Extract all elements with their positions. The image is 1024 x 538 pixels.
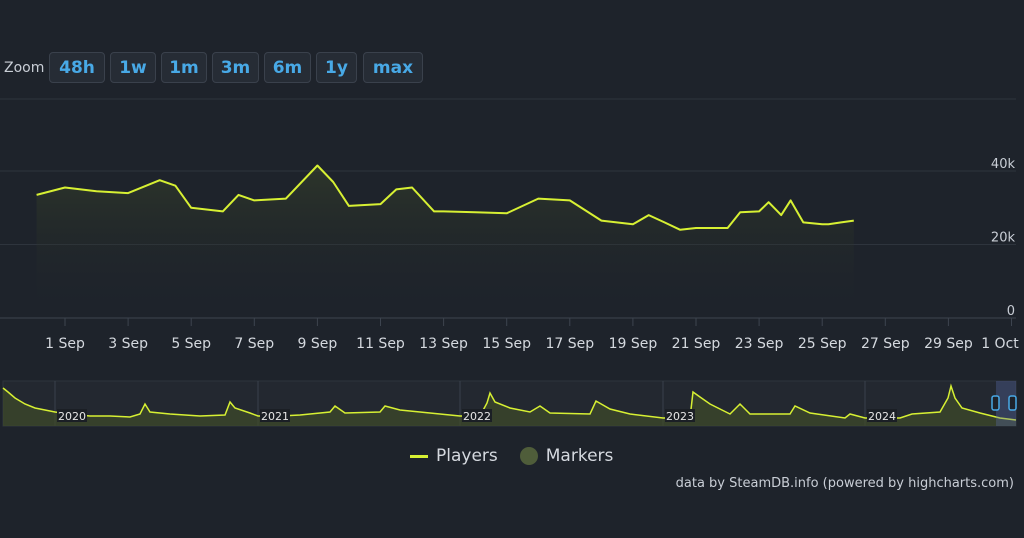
navigator-handle-left[interactable] xyxy=(991,395,1000,411)
x-tick-label: 15 Sep xyxy=(482,336,531,352)
x-tick-label: 17 Sep xyxy=(545,336,594,352)
navigator-year-label: 2020 xyxy=(58,410,86,423)
zoom-button-1w[interactable]: 1w xyxy=(110,52,156,83)
navigator-selection xyxy=(996,381,1016,426)
y-tick-label: 20k xyxy=(991,231,1016,246)
navigator: 2020 2021 2022 2023 2024 xyxy=(2,380,1017,427)
x-tick-label: 21 Sep xyxy=(672,336,721,352)
x-tick-label: 25 Sep xyxy=(798,336,847,352)
zoom-button-1y[interactable]: 1y xyxy=(316,52,357,83)
navigator-label-bg xyxy=(57,409,87,422)
navigator-label-bg xyxy=(260,409,290,422)
navigator-year-label: 2022 xyxy=(463,410,491,423)
zoom-button-48h[interactable]: 48h xyxy=(49,52,105,83)
credit-text[interactable]: data by SteamDB.info (powered by highcha… xyxy=(675,476,1014,491)
players-line-icon xyxy=(410,454,428,458)
x-tick-label: 13 Sep xyxy=(419,336,468,352)
navigator-handle-right[interactable] xyxy=(1008,395,1017,411)
zoom-button-1m[interactable]: 1m xyxy=(161,52,207,83)
x-tick-label: 11 Sep xyxy=(356,336,405,352)
y-tick-label: 40k xyxy=(991,157,1016,172)
navigator-year-label: 2023 xyxy=(666,410,694,423)
navigator-label-bg xyxy=(867,409,897,422)
legend-item-markers[interactable]: Markers xyxy=(519,446,614,466)
x-tick-label: 23 Sep xyxy=(735,336,784,352)
x-tick-label: 5 Sep xyxy=(171,336,211,352)
navigator-label-bg xyxy=(665,409,695,422)
y-tick-label: 0 xyxy=(1007,304,1015,319)
x-axis-ticks: 1 Sep 3 Sep 5 Sep 7 Sep 9 Sep 11 Sep 13 Sep 15 … xyxy=(45,318,1019,352)
x-tick-label: 9 Sep xyxy=(298,336,338,352)
zoom-button-3m[interactable]: 3m xyxy=(212,52,259,83)
legend-label-players: Players xyxy=(436,446,498,466)
navigator-label-bg xyxy=(462,409,492,422)
legend-item-players[interactable]: Players xyxy=(410,446,498,466)
legend-label-markers: Markers xyxy=(545,446,614,466)
players-area xyxy=(36,165,854,318)
x-tick-label: 1 Oct xyxy=(981,336,1019,352)
zoom-button-max[interactable]: max xyxy=(363,52,423,83)
navigator-year-label: 2021 xyxy=(261,410,289,423)
x-tick-label: 1 Sep xyxy=(45,336,85,352)
zoom-label: Zoom xyxy=(4,60,45,76)
series-line xyxy=(36,164,854,231)
legend: Players Markers xyxy=(410,446,613,466)
x-tick-label: 7 Sep xyxy=(234,336,274,352)
zoom-button-6m[interactable]: 6m xyxy=(264,52,311,83)
navigator-year-label: 2024 xyxy=(868,410,896,423)
x-tick-label: 27 Sep xyxy=(861,336,910,352)
y-axis-ticks: 0 20k 40k xyxy=(991,157,1016,319)
navigator-line xyxy=(2,383,1017,421)
x-tick-label: 29 Sep xyxy=(924,336,973,352)
markers-dot-icon xyxy=(519,447,538,465)
series-area xyxy=(36,165,854,318)
x-tick-label: 3 Sep xyxy=(108,336,148,352)
x-tick-label: 19 Sep xyxy=(609,336,658,352)
players-series-line xyxy=(36,164,854,231)
